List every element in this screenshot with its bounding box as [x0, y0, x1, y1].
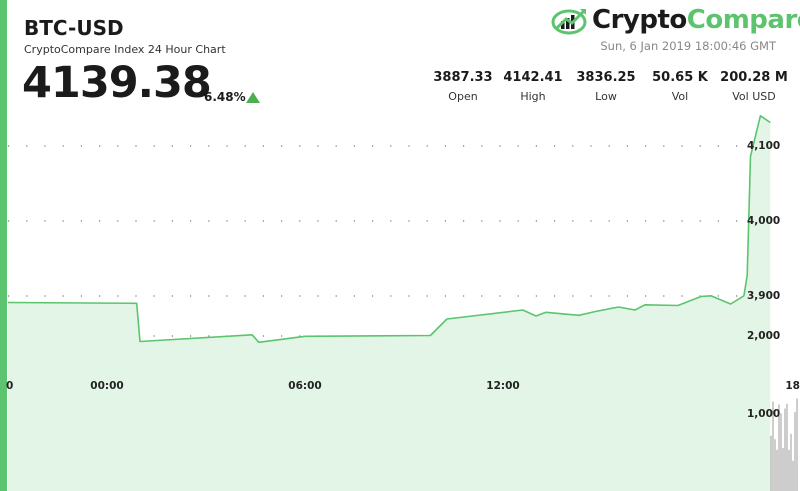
timestamp: Sun, 6 Jan 2019 18:00:46 GMT — [600, 39, 776, 53]
chart-logo-icon — [551, 8, 587, 35]
price-area — [8, 115, 771, 491]
stat-low-label: Low — [595, 90, 617, 103]
chart-subtitle: CryptoCompare Index 24 Hour Chart — [24, 43, 226, 56]
stat-open-label: Open — [448, 90, 478, 103]
x-tick-label: 12:00 — [486, 380, 519, 392]
x-tick-label: 06:00 — [288, 380, 321, 392]
stat-high-label: High — [520, 90, 546, 103]
stat-open: 3887.33 Open — [423, 70, 503, 103]
pair-title: BTC-USD — [24, 16, 124, 40]
y-tick-label: 3,900 — [747, 290, 780, 302]
stat-vol-label: Vol — [671, 90, 689, 103]
stat-vol-usd: 200.28 M Vol USD — [714, 70, 794, 103]
left-accent-strip — [0, 0, 7, 491]
up-triangle-icon — [246, 92, 260, 103]
price-change: 6.48% — [204, 90, 246, 104]
stat-open-value: 3887.33 — [433, 70, 493, 85]
stat-high-value: 4142.41 — [503, 70, 563, 85]
stat-vol-usd-label: Vol USD — [732, 90, 776, 103]
current-price: 4139.38 — [22, 58, 212, 108]
stat-vol-usd-value: 200.28 M — [720, 70, 788, 85]
stat-high: 4142.41 High — [493, 70, 573, 103]
x-tick-label: 18 — [785, 380, 800, 392]
logo-text: CryptoCompare — [592, 5, 800, 35]
y-tick-label: 4,100 — [747, 140, 780, 152]
stat-low: 3836.25 Low — [566, 70, 646, 103]
stat-vol: 50.65 K Vol — [640, 70, 720, 103]
y-tick-label: 4,000 — [747, 215, 780, 227]
volume-tick-label: 2,000 — [747, 330, 780, 342]
stat-vol-value: 50.65 K — [652, 70, 708, 85]
x-tick-label: 0 — [6, 380, 13, 392]
volume-tick-label: 1,000 — [747, 408, 780, 420]
x-tick-label: 00:00 — [90, 380, 123, 392]
price-line — [7, 115, 771, 344]
stat-low-value: 3836.25 — [576, 70, 636, 85]
